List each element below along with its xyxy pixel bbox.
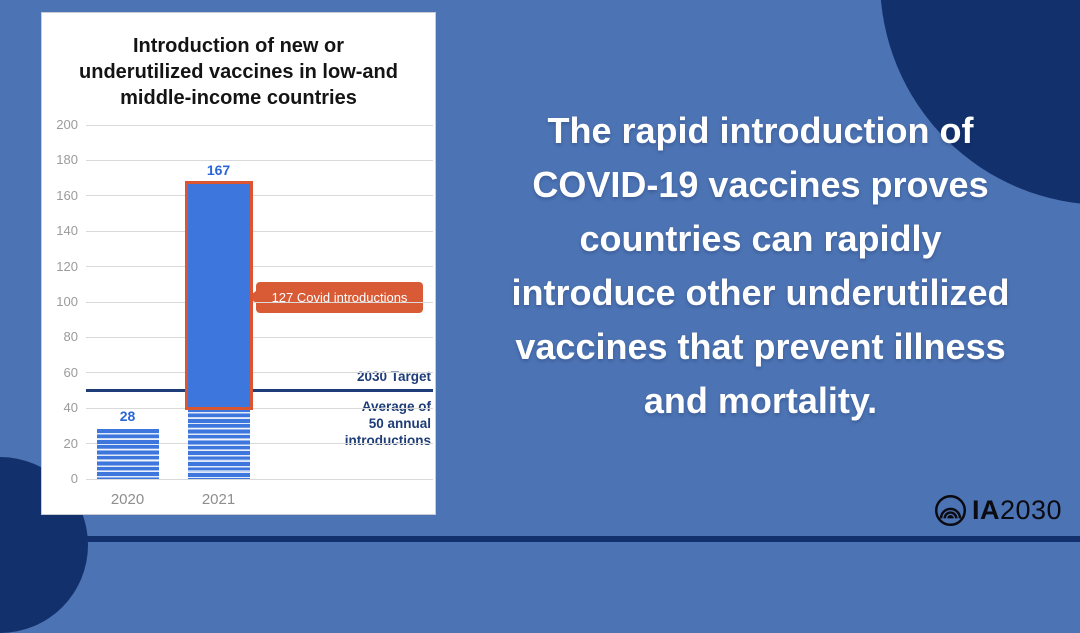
gridline (86, 195, 433, 197)
y-axis-label: 80 (63, 329, 78, 345)
covid-introductions-callout: 127 Covid introductions (248, 282, 423, 313)
y-axis-label: 200 (56, 117, 78, 132)
target-line-sublabel-line: introductions (344, 432, 431, 448)
chart-title-line: Introduction of new or (132, 35, 345, 57)
gridline (86, 478, 433, 480)
bar-value-label: 28 (119, 408, 136, 425)
target-line (86, 389, 433, 392)
chart-title-line: middle-income countries (120, 87, 357, 109)
gridline (86, 159, 433, 161)
y-axis-label: 40 (63, 400, 78, 416)
headline-line: and mortality. (643, 380, 878, 421)
target-line-sublabel-line: 50 annual (368, 415, 431, 431)
chart-card: Introduction of new or underutilized vac… (41, 12, 436, 515)
gridline (86, 407, 433, 409)
headline-line: The rapid introduction of (547, 110, 974, 151)
y-axis-label: 140 (56, 223, 78, 239)
gridline (86, 230, 433, 232)
headline-line: introduce other underutilized (511, 272, 1010, 313)
logo-prefix: IA (972, 494, 1000, 525)
gridline (86, 266, 433, 268)
y-axis-label: 60 (63, 364, 78, 380)
target-line-sublabel-line: Average of (361, 398, 431, 414)
x-axis-label: 2020 (110, 491, 145, 508)
headline-line: vaccines that prevent illness (515, 326, 1006, 367)
chart-title-line: underutilized vaccines in low-and (79, 61, 398, 83)
bottom-accent-bar (0, 536, 1080, 542)
target-line-label: 2030 Target (356, 368, 431, 384)
chart-title: Introduction of new or underutilized vac… (42, 33, 435, 111)
gridline (86, 301, 433, 303)
bar-value-label: 167 (206, 162, 231, 179)
y-axis-label: 100 (56, 294, 78, 309)
ia2030-logo: IA 2030 (934, 493, 1062, 527)
y-axis-label: 20 (63, 435, 78, 451)
gridline (86, 443, 433, 445)
chart-plot: 2030 Target Average of 50 annual introduct… (42, 13, 435, 514)
y-axis-label: 120 (56, 258, 78, 274)
target-line-sublabel: Average of 50 annual introductions (345, 398, 431, 449)
callout-text: 127 Covid introductions (271, 290, 408, 305)
logo-year: 2030 (1000, 494, 1063, 525)
gridline (86, 124, 433, 126)
bar-2021-covid-segment (184, 181, 253, 411)
bar-2020 (96, 429, 159, 479)
headline: The rapid introduction of COVID-19 vacci… (448, 104, 1073, 428)
y-axis-label: 0 (70, 471, 78, 486)
y-axis-label: 160 (56, 187, 78, 203)
headline-line: countries can rapidly (579, 218, 942, 259)
y-axis-label: 180 (56, 152, 78, 168)
gridline (86, 372, 433, 374)
concentric-arcs-icon (934, 494, 967, 526)
gridline (86, 336, 433, 338)
bar-2021-base-segment (187, 408, 250, 479)
headline-line: COVID-19 vaccines proves (532, 164, 989, 205)
x-axis-label: 2021 (201, 491, 236, 508)
